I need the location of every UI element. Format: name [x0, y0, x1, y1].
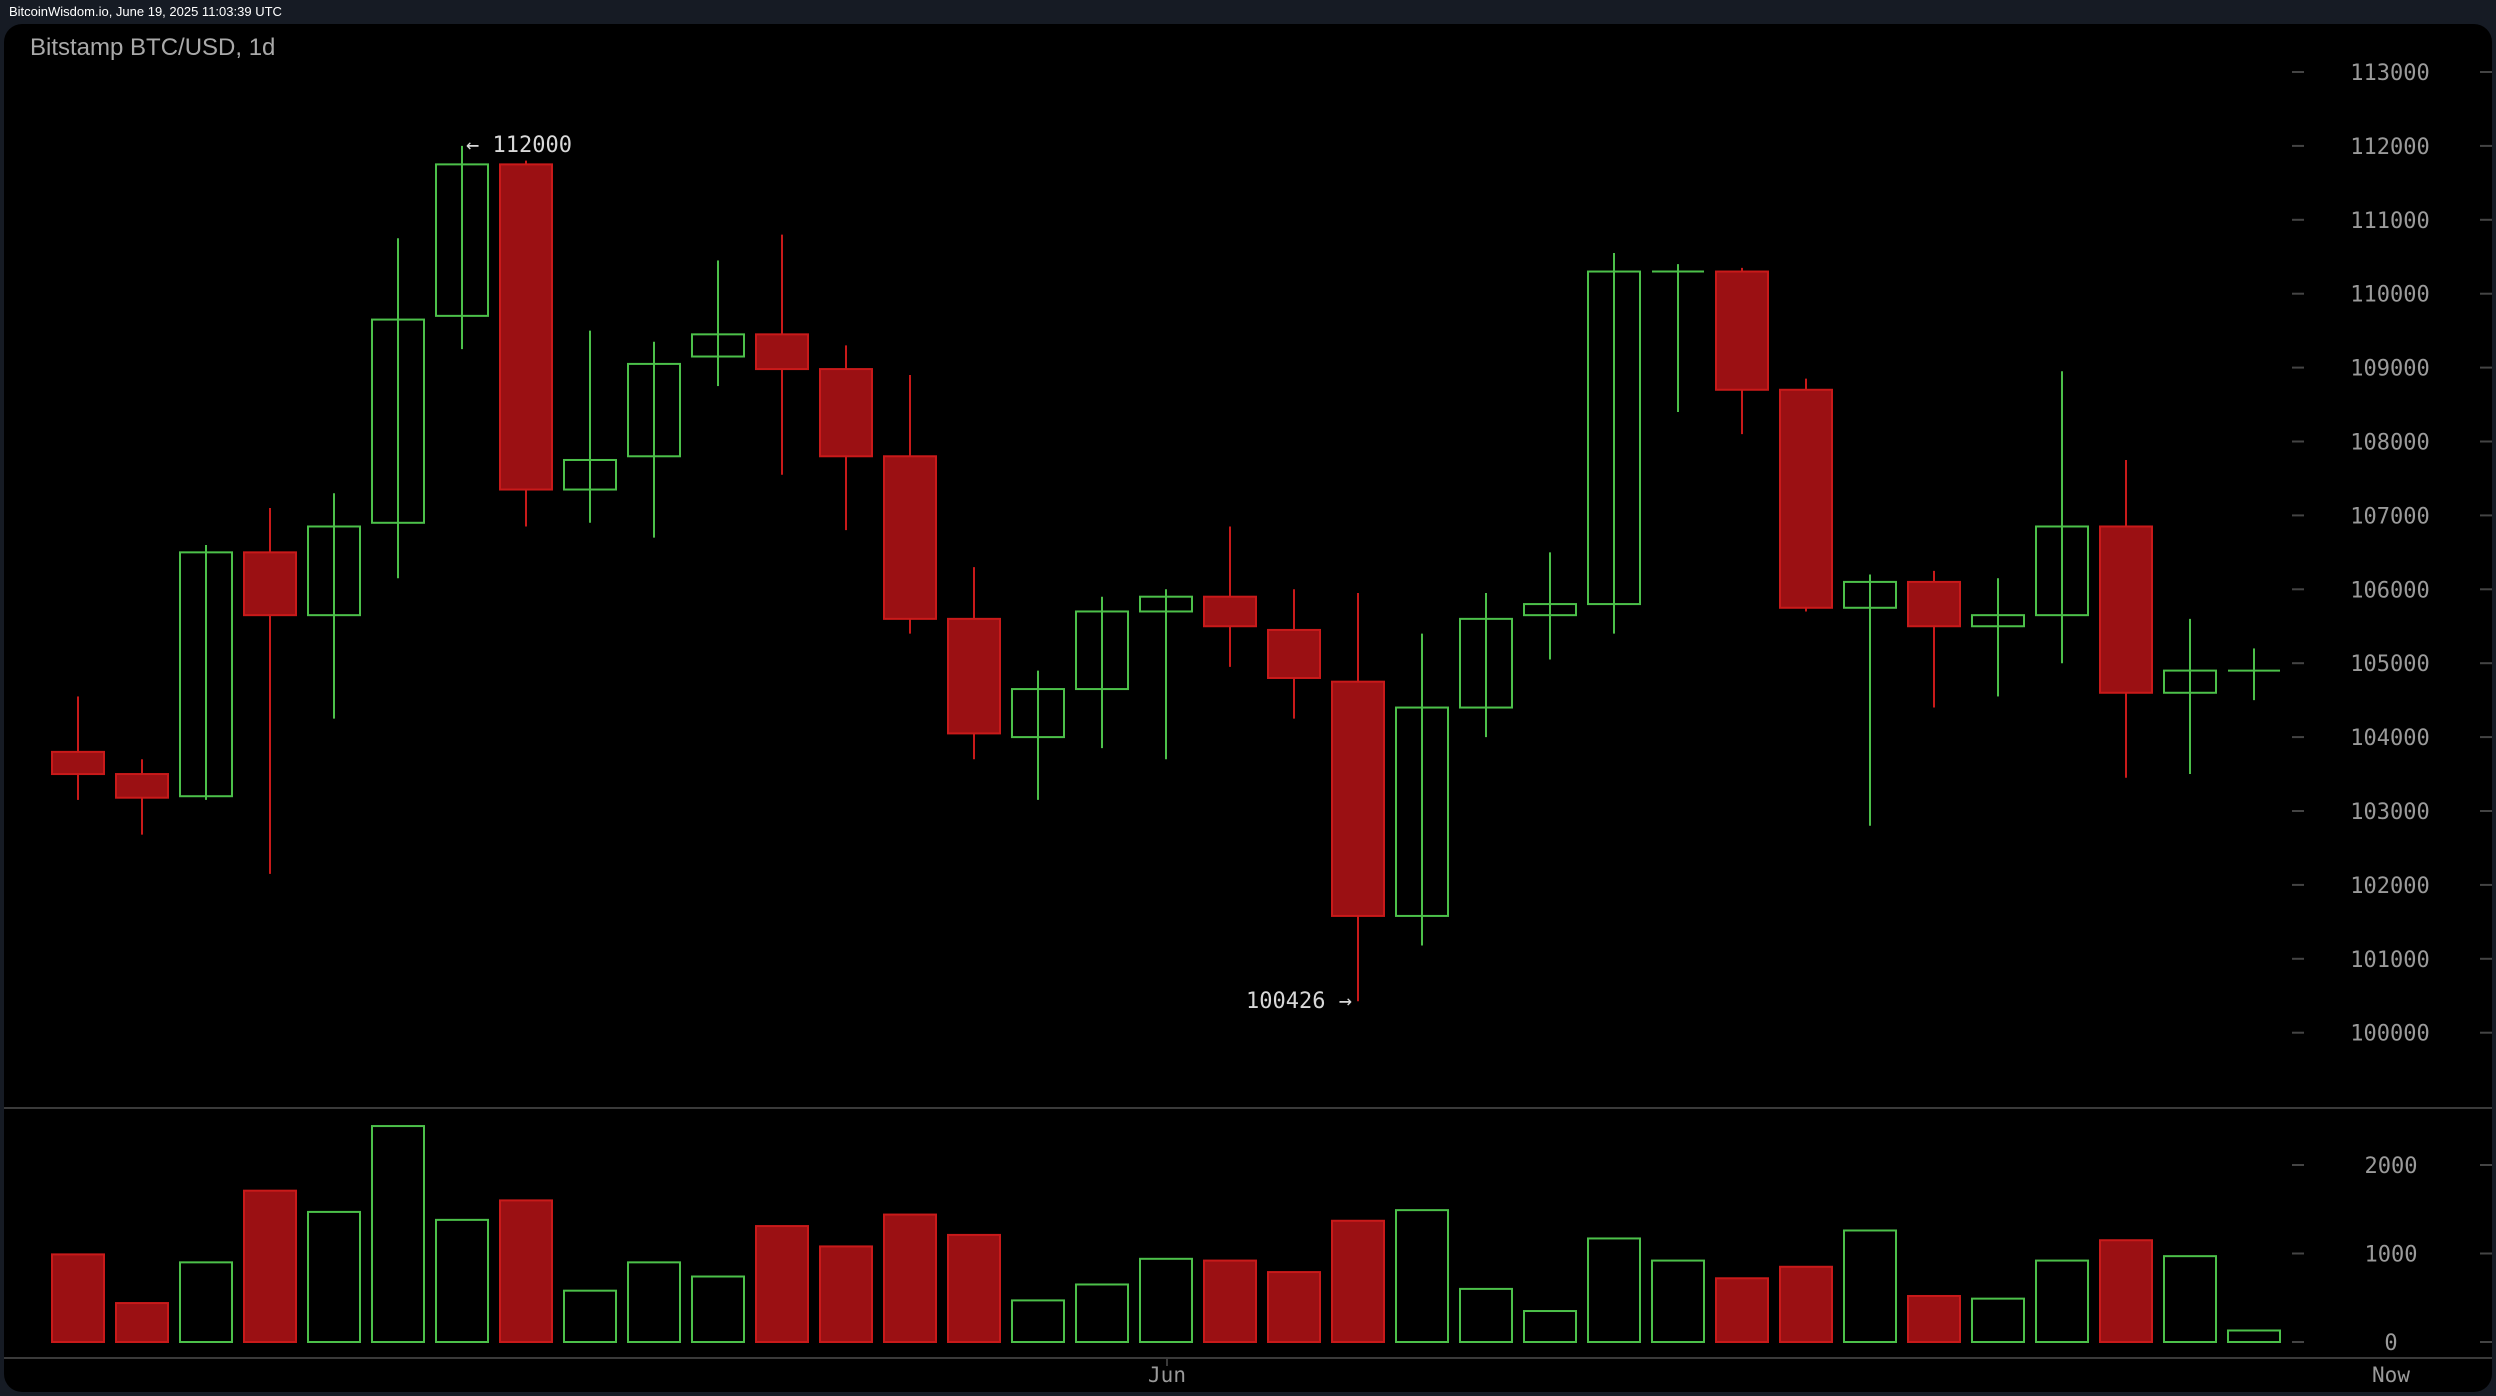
candle-up — [2163, 669, 2217, 694]
price-axis-label: 107000 — [2350, 504, 2429, 529]
price-axis-label: 104000 — [2350, 726, 2429, 751]
candle-down — [115, 773, 169, 799]
volume-axis-label: 2000 — [2365, 1154, 2418, 1179]
volume-bar-down — [115, 1302, 169, 1344]
candle-up — [1843, 580, 1897, 609]
volume-bar-down — [947, 1233, 1001, 1344]
volume-bar-down — [883, 1213, 937, 1344]
high-annotation: ← 112000 — [466, 133, 572, 158]
price-axis-label: 106000 — [2350, 578, 2429, 603]
time-label-now: Now — [2372, 1363, 2410, 1387]
volume-bar-up — [2227, 1329, 2281, 1343]
candle-up — [1011, 688, 1065, 739]
chart-panel: Bitstamp BTC/USD, 1d 113000 112000 111000 1… — [4, 24, 2492, 1392]
low-annotation: 100426 → — [1246, 989, 1352, 1014]
candle-down — [1779, 388, 1833, 609]
candle-up — [627, 362, 681, 458]
volume-bar-down — [2099, 1239, 2153, 1343]
candle-up — [1075, 610, 1129, 691]
volume-bar-up — [1011, 1299, 1065, 1344]
volume-bar-down — [499, 1199, 553, 1344]
volume-bar-up — [1651, 1259, 1705, 1343]
volume-bar-up — [1459, 1287, 1513, 1344]
price-axis-label: 100000 — [2350, 1022, 2429, 1047]
candle-down — [819, 368, 873, 458]
volume-bar-down — [243, 1189, 297, 1344]
candle-down — [51, 750, 105, 776]
volume-bar-up — [1843, 1229, 1897, 1343]
volume-bar-up — [1971, 1297, 2025, 1344]
candle-down — [1267, 628, 1321, 679]
volume-bar-up — [691, 1275, 745, 1344]
volume-bar-up — [2163, 1255, 2217, 1344]
volume-bar-up — [627, 1261, 681, 1343]
candle-up — [691, 333, 745, 358]
price-axis-label: 109000 — [2350, 357, 2429, 382]
volume-bar-up — [307, 1210, 361, 1344]
candle-down — [2099, 525, 2153, 694]
candle-up — [2035, 525, 2089, 617]
time-label-jun: Jun — [1148, 1363, 1186, 1387]
candle-up — [1459, 617, 1513, 709]
volume-bar-down — [1907, 1294, 1961, 1343]
volume-bar-down — [1715, 1277, 1769, 1344]
candle-up — [563, 458, 617, 491]
candle-up — [435, 163, 489, 317]
volume-bar-down — [51, 1253, 105, 1344]
volume-axis-label: 0 — [2384, 1331, 2397, 1356]
candle-down — [755, 333, 809, 371]
volume-bar-up — [1587, 1237, 1641, 1343]
candle-down — [1331, 680, 1385, 917]
candle-down — [1907, 580, 1961, 628]
volume-bar-up — [1523, 1310, 1577, 1344]
volume-bar-up — [371, 1125, 425, 1344]
candle-up — [1395, 706, 1449, 917]
candle-up — [1523, 603, 1577, 617]
price-axis-label: 113000 — [2350, 61, 2429, 86]
candle-down — [947, 617, 1001, 735]
candle-down — [499, 163, 553, 491]
price-axis-label: 103000 — [2350, 800, 2429, 825]
candle-up — [1587, 270, 1641, 606]
candle-up — [179, 551, 233, 798]
price-axis-label: 101000 — [2350, 948, 2429, 973]
candle-up — [1971, 614, 2025, 628]
candle-down — [1203, 595, 1257, 628]
price-axis-label: 111000 — [2350, 209, 2429, 234]
candle-down — [243, 551, 297, 617]
candle-up — [371, 318, 425, 524]
chart-title: Bitstamp BTC/USD, 1d — [30, 34, 276, 61]
volume-bar-up — [1139, 1257, 1193, 1344]
volume-bar-up — [435, 1218, 489, 1343]
price-axis-label: 105000 — [2350, 652, 2429, 677]
volume-bar-down — [819, 1245, 873, 1344]
volume-bar-up — [563, 1289, 617, 1344]
price-axis-label: 102000 — [2350, 874, 2429, 899]
volume-bar-down — [1203, 1259, 1257, 1343]
candle-up — [1139, 595, 1193, 613]
volume-bar-down — [1331, 1219, 1385, 1344]
price-axis-label: 112000 — [2350, 135, 2429, 160]
volume-bar-down — [755, 1225, 809, 1343]
volume-bar-up — [179, 1261, 233, 1343]
header-timestamp: BitcoinWisdom.io, June 19, 2025 11:03:39… — [9, 4, 282, 19]
candle-down — [1715, 270, 1769, 391]
volume-bar-down — [1779, 1265, 1833, 1344]
volume-axis-label: 1000 — [2365, 1243, 2418, 1268]
price-axis-label: 110000 — [2350, 283, 2429, 308]
candle-up — [307, 525, 361, 617]
candle-down — [883, 455, 937, 620]
volume-bar-down — [1267, 1271, 1321, 1343]
candlestick-chart[interactable]: 113000 112000 111000 110000 109000 108000 1070… — [4, 24, 2492, 1392]
volume-bar-up — [1075, 1283, 1129, 1343]
volume-bar-up — [2035, 1259, 2089, 1343]
price-axis-label: 108000 — [2350, 431, 2429, 456]
volume-bar-up — [1395, 1209, 1449, 1344]
